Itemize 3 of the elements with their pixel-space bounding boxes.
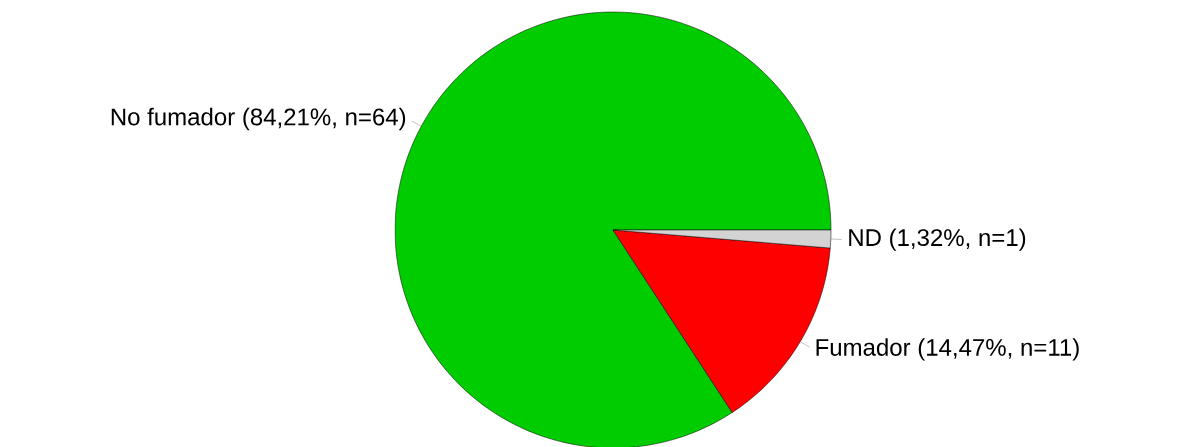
slice-label: No fumador (84,21%, n=64) <box>111 107 406 131</box>
slice-label: ND (1,32%, n=1) <box>849 228 1026 251</box>
slice-label: Fumador (14,47%, n=11) <box>816 338 1079 361</box>
